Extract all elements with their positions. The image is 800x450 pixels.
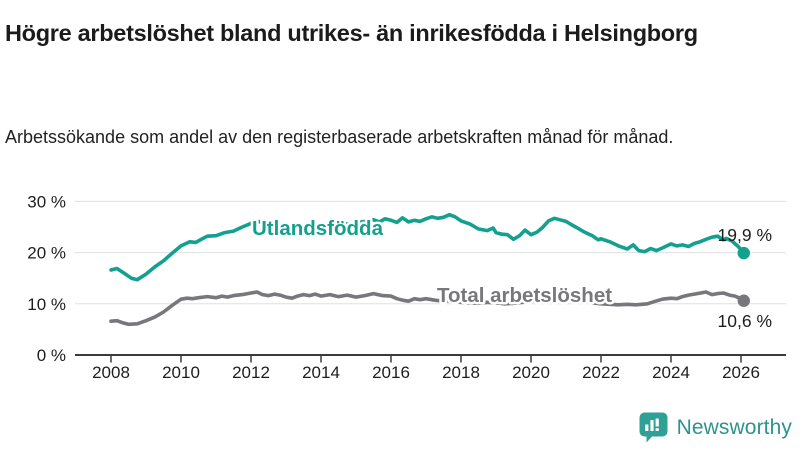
x-tick-label-2014: 2014 <box>302 363 340 382</box>
x-tick-label-2012: 2012 <box>232 363 270 382</box>
line-chart: 2008 2010 2012 2014 2016 2018 2020 2022 2024 2026… <box>27 192 786 382</box>
x-tick-label-2024: 2024 <box>652 363 690 382</box>
page-title: Högre arbetslöshet bland utrikes- än inr… <box>5 19 698 46</box>
brand-name: Newsworthy <box>676 415 792 439</box>
chart-subtitle: Arbetssökande som andel av den registerb… <box>5 127 674 147</box>
newsworthy-logo-icon <box>639 412 668 443</box>
y-tick-label-0: 0 % <box>37 346 66 365</box>
x-tick-label-2008: 2008 <box>92 363 130 382</box>
x-tick-label-2026: 2026 <box>722 363 760 382</box>
x-tick-label-2018: 2018 <box>442 363 480 382</box>
x-tick-label-2010: 2010 <box>162 363 200 382</box>
y-tick-label-10: 10 % <box>27 295 66 314</box>
series-end-dot-utlandsf-dda <box>737 246 750 260</box>
series-line-total-arbetsl-shet <box>109 290 746 327</box>
x-tick-label-2016: 2016 <box>372 363 410 382</box>
y-tick-label-30: 30 % <box>27 192 66 211</box>
end-value-label-utlandsf-dda: 19,9 % <box>718 225 772 245</box>
x-tick-label-2022: 2022 <box>582 363 620 382</box>
end-value-label-total-arbetsl-shet: 10,6 % <box>718 311 772 331</box>
series-label-total-arbetsl-shet: Total arbetslöshet <box>437 284 612 307</box>
brand-footer: Newsworthy <box>639 412 792 443</box>
series-line-utlandsf-dda <box>109 212 746 282</box>
series-end-dot-total-arbetsl-shet <box>737 294 750 307</box>
x-tick-label-2020: 2020 <box>512 363 550 382</box>
y-tick-label-20: 20 % <box>27 244 66 263</box>
series-label-utlandsf-dda: Utlandsfödda <box>252 217 384 240</box>
